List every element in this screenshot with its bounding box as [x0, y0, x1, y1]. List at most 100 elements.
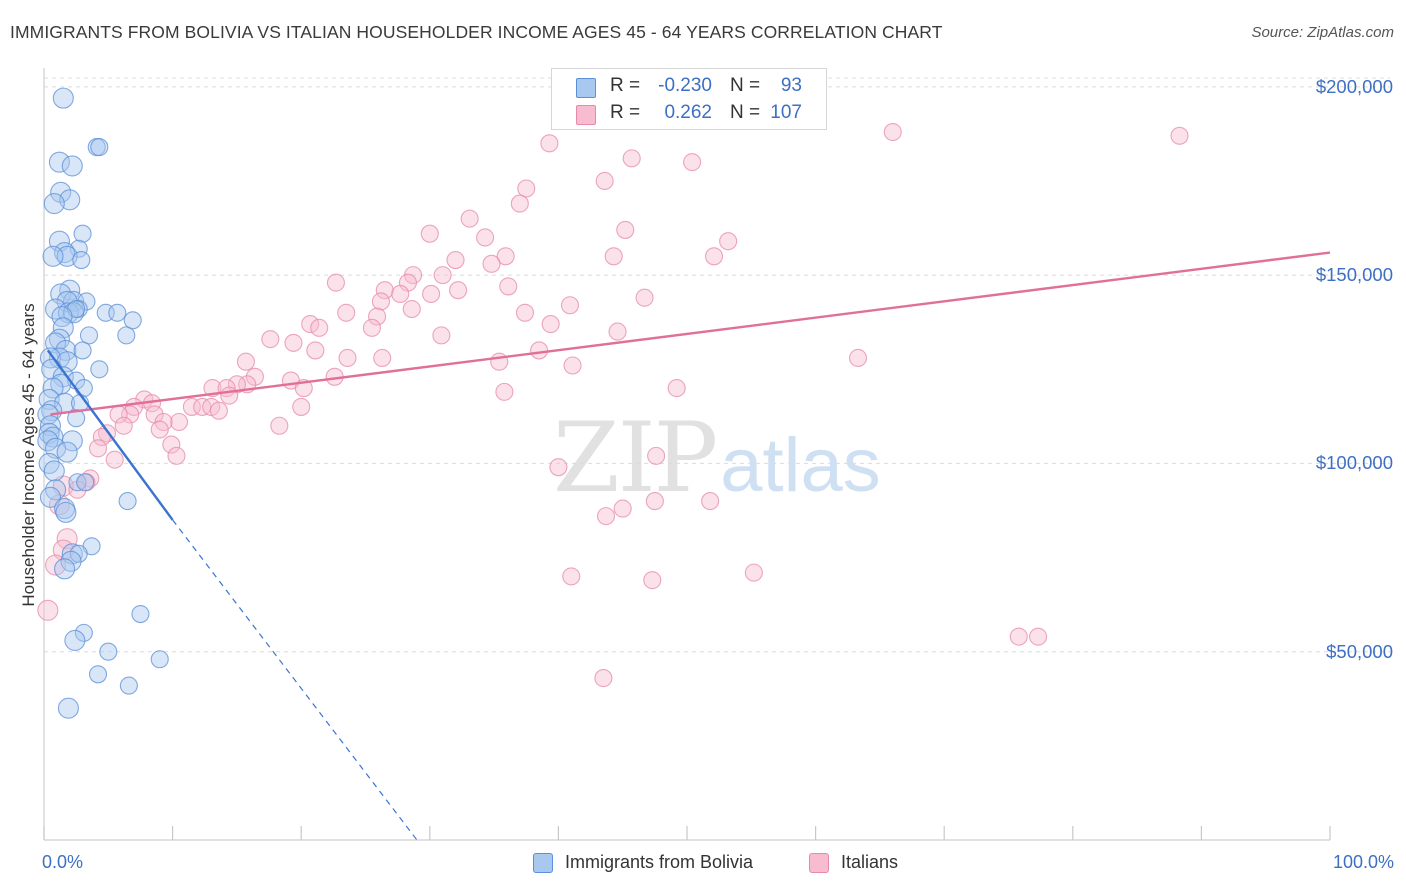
bolivia-point-37: [39, 347, 61, 369]
bolivia-point-14: [72, 251, 91, 270]
bottom-legend-swatch-italians: [809, 853, 829, 873]
italians-point-9: [616, 220, 635, 239]
italians-point-29: [560, 296, 580, 315]
legend-r-label: R =: [610, 75, 641, 96]
italians-point-42: [306, 341, 325, 360]
bolivia-point-35: [73, 341, 92, 360]
italians-point-26: [391, 284, 410, 304]
italians-point-36: [362, 318, 381, 337]
italians-point-88: [68, 480, 87, 499]
italians-point-22: [375, 281, 394, 300]
legend-swatch-bolivia: [576, 78, 596, 98]
y-axis-label: Householder Income Ages 45 - 64 years: [19, 303, 38, 607]
italians-trend-line: [50, 251, 1331, 416]
legend-n-value: 93: [780, 75, 802, 96]
bolivia-point-74: [74, 623, 93, 642]
italians-point-44: [373, 348, 392, 368]
bolivia-point-55: [37, 430, 59, 452]
italians-point-35: [310, 318, 329, 337]
bolivia-point-75: [64, 629, 86, 651]
legend-n-label: N =: [730, 75, 761, 96]
italians-point-43: [530, 341, 549, 360]
legend-r-value: 0.262: [664, 102, 712, 123]
italians-point-89: [645, 492, 664, 511]
bolivia-point-64: [39, 486, 61, 508]
bolivia-point-58: [56, 441, 78, 463]
bolivia-point-26: [108, 303, 127, 322]
chart-source: Source: ZipAtlas.com: [1251, 24, 1394, 41]
bolivia-point-51: [67, 409, 86, 428]
italians-point-11: [476, 228, 495, 247]
bolivia-point-5: [50, 181, 72, 203]
bolivia-point-44: [74, 379, 93, 398]
italians-point-3: [622, 149, 641, 168]
correlation-legend: R = -0.230 N = 93 R = 0.262 N = 107: [551, 68, 827, 130]
italians-point-23: [499, 277, 518, 296]
italians-point-74: [114, 416, 133, 435]
italians-point-13: [604, 247, 623, 266]
bolivia-point-72: [54, 558, 76, 580]
bolivia-point-70: [69, 544, 88, 563]
bolivia-point-32: [48, 328, 70, 350]
italians-points: [37, 122, 1189, 688]
legend-n-label: N =: [730, 102, 761, 123]
bolivia-trend-line: [46, 349, 174, 521]
italians-point-83: [647, 446, 666, 465]
legend-r-value: -0.230: [658, 75, 712, 96]
italians-point-38: [608, 322, 627, 341]
italians-point-72: [169, 412, 189, 432]
italians-point-21: [326, 273, 345, 292]
italians-point-79: [162, 435, 181, 454]
bolivia-point-76: [99, 642, 118, 661]
bolivia-point-39: [90, 360, 109, 379]
italians-point-16: [704, 247, 724, 266]
italians-point-0: [883, 122, 902, 142]
bolivia-point-67: [55, 501, 77, 523]
italians-point-37: [541, 315, 560, 334]
bottom-legend-bolivia: Immigrants from Bolivia: [565, 852, 754, 872]
legend-n-value: 107: [770, 102, 802, 123]
italians-point-101: [1029, 627, 1048, 646]
italians-point-100: [1009, 627, 1028, 646]
bolivia-point-3: [48, 151, 70, 173]
bolivia-point-31: [117, 326, 136, 345]
bottom-legend-italians: Italians: [841, 852, 899, 872]
italians-point-103: [37, 599, 59, 621]
bolivia-point-80: [57, 697, 79, 719]
italians-point-93: [596, 507, 616, 526]
legend-row-bolivia: R = -0.230 N = 93: [552, 75, 826, 99]
italians-point-80: [88, 439, 108, 458]
bolivia-point-73: [131, 604, 150, 624]
legend-r-label: R =: [610, 102, 641, 123]
bolivia-point-62: [76, 473, 95, 492]
trend-lines: [46, 251, 1331, 841]
x-tick-min: 0.0%: [42, 852, 84, 872]
bottom-legend-swatch-bolivia: [533, 853, 553, 873]
italians-point-6: [517, 179, 536, 198]
italians-point-30: [402, 299, 421, 319]
y-tick-200000: $200,000: [1315, 75, 1393, 97]
bolivia-point-65: [118, 492, 137, 511]
italians-point-102: [594, 669, 613, 688]
italians-point-5: [595, 171, 614, 191]
italians-point-64: [292, 397, 311, 416]
italians-point-41: [284, 333, 303, 352]
legend-row-italians: R = 0.262 N = 107: [552, 102, 826, 126]
x-tick-max: 100.0%: [1332, 852, 1394, 872]
chart-title: IMMIGRANTS FROM BOLIVIA VS ITALIAN HOUSE…: [10, 22, 943, 42]
bolivia-point-78: [88, 665, 108, 684]
italians-point-68: [209, 401, 228, 420]
italians-point-18: [433, 266, 452, 285]
bolivia-point-28: [123, 311, 142, 330]
italians-point-24: [422, 284, 441, 304]
italians-point-96: [744, 563, 763, 582]
italians-point-4: [683, 153, 702, 172]
y-tick-50000: $50,000: [1326, 640, 1393, 662]
italians-point-28: [635, 288, 654, 307]
italians-point-8: [460, 209, 479, 228]
bolivia-point-45: [42, 377, 64, 399]
bolivia-point-0: [52, 87, 74, 109]
italians-point-90: [701, 492, 720, 511]
italians-point-48: [236, 352, 255, 371]
bolivia-point-11: [54, 241, 76, 264]
